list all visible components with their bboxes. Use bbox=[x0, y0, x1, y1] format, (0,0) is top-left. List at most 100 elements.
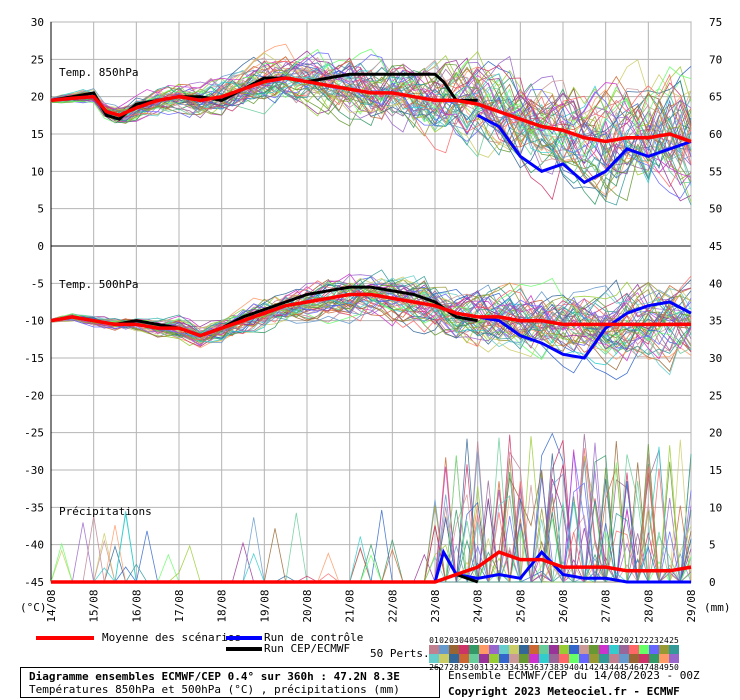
pert-swatch-37 bbox=[539, 654, 549, 663]
t850-pert-35 bbox=[50, 67, 692, 169]
legend-run-label: Run CEP/ECMWF bbox=[264, 642, 351, 655]
legend-perts: 50 Perts. bbox=[370, 647, 430, 660]
pert-swatch-05 bbox=[469, 645, 479, 654]
x-label-25/08: 25/08 bbox=[514, 589, 527, 622]
pert-swatch-43 bbox=[599, 654, 609, 663]
left-tick--25: -25 bbox=[24, 427, 44, 440]
credit-copyright: Copyright 2023 Meteociel.fr - ECMWF bbox=[448, 685, 680, 698]
legend-mean: Moyenne des scénarios bbox=[36, 631, 241, 644]
x-label-19/08: 19/08 bbox=[258, 589, 271, 622]
pert-swatch-19 bbox=[609, 645, 619, 654]
left-tick--15: -15 bbox=[24, 352, 44, 365]
x-label-27/08: 27/08 bbox=[600, 589, 613, 622]
pert-swatch-15 bbox=[569, 645, 579, 654]
pert-swatch-18 bbox=[599, 645, 609, 654]
precip-pert-36 bbox=[51, 467, 691, 583]
t850-pert-24 bbox=[50, 71, 692, 181]
pert-label-09: 09 bbox=[509, 636, 519, 645]
t850-pert-20 bbox=[50, 60, 692, 181]
pert-swatch-29 bbox=[459, 654, 469, 663]
pert-swatch-23 bbox=[649, 645, 659, 654]
pert-label-12: 12 bbox=[539, 636, 549, 645]
pert-label-33: 33 bbox=[499, 663, 509, 672]
t850-pert-23 bbox=[50, 54, 692, 179]
right-tick-t500-30: 30 bbox=[709, 352, 722, 365]
left-tick-15: 15 bbox=[31, 128, 44, 141]
legend-run: Run CEP/ECMWF bbox=[226, 642, 350, 655]
pert-label-37: 37 bbox=[539, 663, 549, 672]
pert-swatch-21 bbox=[629, 645, 639, 654]
panel-label-t850: Temp. 850hPa bbox=[59, 66, 138, 79]
pert-swatch-42 bbox=[589, 654, 599, 663]
left-tick--5: -5 bbox=[31, 277, 44, 290]
pert-label-34: 34 bbox=[509, 663, 519, 672]
pert-label-29: 29 bbox=[459, 663, 469, 672]
left-tick-5: 5 bbox=[37, 203, 44, 216]
pert-label-46: 46 bbox=[629, 663, 639, 672]
pert-swatch-12 bbox=[539, 645, 549, 654]
left-tick--40: -40 bbox=[24, 539, 44, 552]
legend-mean-label: Moyenne des scénarios bbox=[102, 631, 242, 644]
pert-label-18: 18 bbox=[599, 636, 609, 645]
precip-pert-32 bbox=[51, 470, 691, 583]
panel-label-t500: Temp. 500hPa bbox=[59, 278, 138, 291]
pert-label-50: 50 bbox=[669, 663, 679, 672]
pert-swatch-10 bbox=[519, 645, 529, 654]
pert-label-31: 31 bbox=[479, 663, 489, 672]
pert-label-03: 03 bbox=[449, 636, 459, 645]
pert-label-11: 11 bbox=[529, 636, 539, 645]
x-label-16/08: 16/08 bbox=[130, 589, 143, 622]
pert-label-07: 07 bbox=[489, 636, 499, 645]
left-tick--45: -45 bbox=[24, 576, 44, 589]
pert-swatch-33 bbox=[499, 654, 509, 663]
pert-swatch-08 bbox=[499, 645, 509, 654]
right-tick-t850-50: 50 bbox=[709, 203, 722, 216]
pert-swatch-13 bbox=[549, 645, 559, 654]
t500-pert-43 bbox=[50, 273, 692, 362]
pert-label-23: 23 bbox=[649, 636, 659, 645]
pert-swatch-03 bbox=[449, 645, 459, 654]
right-tick-t500-35: 35 bbox=[709, 315, 722, 328]
pert-label-38: 38 bbox=[549, 663, 559, 672]
pert-swatch-02 bbox=[439, 645, 449, 654]
x-label-29/08: 29/08 bbox=[685, 589, 698, 622]
pert-label-17: 17 bbox=[589, 636, 599, 645]
pert-swatch-30 bbox=[469, 654, 479, 663]
axis-ticks: 302520151050-5-10-15-20-25-30-35-40-4575… bbox=[24, 16, 722, 623]
x-label-28/08: 28/08 bbox=[642, 589, 655, 622]
pert-label-22: 22 bbox=[639, 636, 649, 645]
right-tick-t850-70: 70 bbox=[709, 53, 722, 66]
pert-swatch-34 bbox=[509, 654, 519, 663]
t850-pert-43 bbox=[51, 56, 692, 178]
grid bbox=[50, 21, 692, 583]
x-label-23/08: 23/08 bbox=[429, 589, 442, 622]
pert-swatch-40 bbox=[569, 654, 579, 663]
pert-swatch-24 bbox=[659, 645, 669, 654]
right-tick-t500-25: 25 bbox=[709, 389, 722, 402]
pert-label-49: 49 bbox=[659, 663, 669, 672]
pert-swatch-36 bbox=[529, 654, 539, 663]
pert-label-10: 10 bbox=[519, 636, 529, 645]
pert-label-35: 35 bbox=[519, 663, 529, 672]
right-tick-t500-20: 20 bbox=[709, 427, 722, 440]
t500-pert-50 bbox=[50, 269, 692, 356]
right-tick-t500-5: 5 bbox=[709, 539, 716, 552]
t850-pert-17 bbox=[50, 67, 692, 202]
pert-swatch-17 bbox=[589, 645, 599, 654]
main-lines bbox=[50, 72, 692, 584]
x-label-21/08: 21/08 bbox=[344, 589, 357, 622]
pert-swatch-41 bbox=[579, 654, 589, 663]
chart-title: Diagramme ensembles ECMWF/CEP 0.4° sur 3… bbox=[29, 670, 400, 683]
pert-swatch-20 bbox=[619, 645, 629, 654]
pert-swatch-25 bbox=[669, 645, 679, 654]
pert-label-47: 47 bbox=[639, 663, 649, 672]
t850-run-line bbox=[50, 72, 478, 121]
pert-swatch-01 bbox=[429, 645, 439, 654]
pert-swatch-49 bbox=[659, 654, 669, 663]
pert-label-08: 08 bbox=[499, 636, 509, 645]
pert-label-30: 30 bbox=[469, 663, 479, 672]
pert-swatches-row2 bbox=[429, 654, 679, 663]
precip-mean-line bbox=[51, 550, 692, 584]
pert-swatch-48 bbox=[649, 654, 659, 663]
